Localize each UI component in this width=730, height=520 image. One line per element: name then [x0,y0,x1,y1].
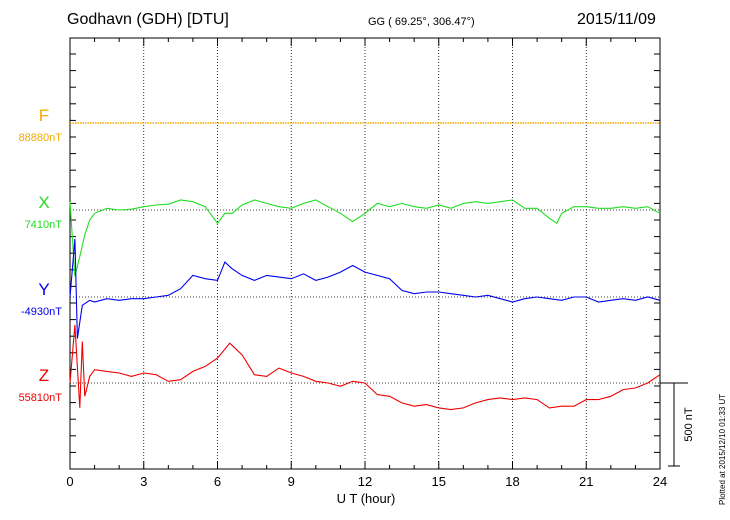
series-name-x: X [38,193,49,212]
baseline-value-z: 55810nT [19,392,63,404]
baseline-value-y: -4930nT [21,306,62,318]
station-coordinates: GG ( 69.25°, 306.47°) [368,16,475,28]
series-line-x [69,199,661,277]
series-group [69,122,661,411]
series-name-z: Z [39,366,49,385]
labels: 0 3 6 9 12 15 18 21 24 F 88880nT X 7410nT Y -4930nT Z 55… [19,106,695,489]
x-axis-label: U T (hour) [337,491,396,506]
x-tick-label: 21 [579,474,593,489]
x-tick-label: 3 [140,474,147,489]
series-name-f: F [39,106,49,125]
series-name-y: Y [38,280,49,299]
x-tick-label: 15 [432,474,446,489]
baseline-value-x: 7410nT [25,219,63,231]
series-line-y [69,238,661,339]
baseline-value-f: 88880nT [19,132,63,144]
x-tick-label: 6 [214,474,221,489]
grid [70,38,660,469]
x-tick-label: 12 [358,474,372,489]
series-line-z [69,324,661,411]
axes [69,37,688,470]
x-tick-label: 24 [653,474,667,489]
x-tick-label: 0 [66,474,73,489]
station-title: Godhavn (GDH) [DTU] [67,11,229,28]
scale-bar-label: 500 nT [683,407,695,442]
plot-date: 2015/11/09 [577,11,656,28]
x-tick-label: 9 [288,474,295,489]
x-tick-label: 18 [505,474,519,489]
